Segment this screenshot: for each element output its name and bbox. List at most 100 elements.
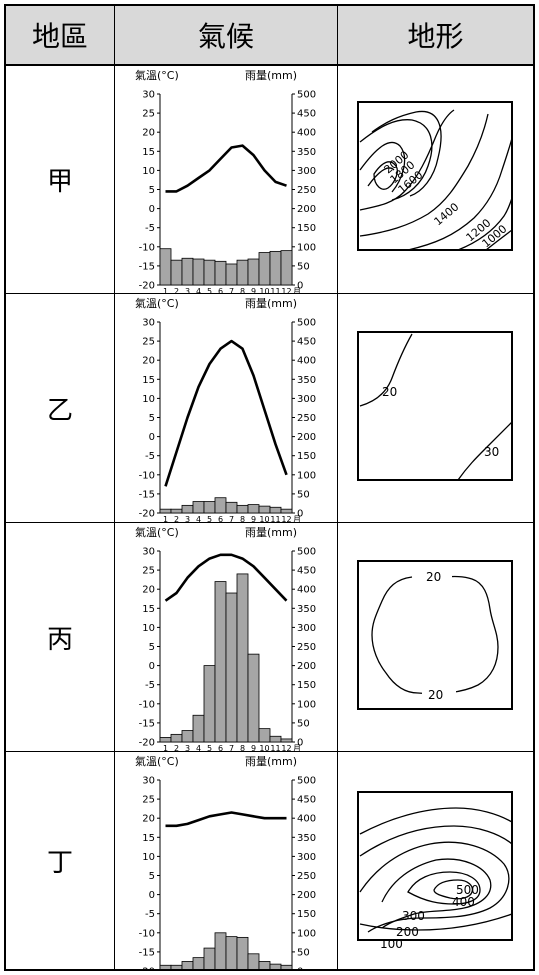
rain-axis-label: 雨量(mm): [245, 69, 297, 82]
temp-tick-label: 0: [149, 661, 155, 672]
header-climate: 氣候: [115, 6, 338, 66]
temp-axis-label: 氣溫(°C): [135, 68, 179, 82]
temp-tick-label: -15: [139, 489, 155, 500]
temp-tick-label: -20: [139, 281, 155, 292]
header-region: 地區: [6, 6, 115, 66]
rainfall-bar: [248, 505, 259, 513]
rainfall-bar: [281, 739, 292, 742]
rainfall-bar: [226, 937, 237, 969]
month-label: 12: [281, 287, 291, 294]
rain-tick-label: 50: [297, 261, 310, 272]
temp-axis-label: 氣溫(°C): [135, 525, 179, 539]
rainfall-bar: [204, 260, 215, 285]
month-label: 1: [163, 744, 168, 752]
month-label: 3: [185, 515, 190, 523]
temp-tick-label: 10: [142, 852, 155, 863]
rainfall-bar: [171, 965, 182, 969]
month-label: 12: [281, 515, 291, 523]
month-label: 3: [185, 287, 190, 294]
rainfall-bar: [226, 264, 237, 285]
rain-axis-label: 雨量(mm): [245, 526, 297, 539]
rainfall-bar: [160, 965, 171, 969]
month-label: 4: [196, 744, 201, 752]
rainfall-bar: [171, 509, 182, 513]
rain-tick-label: 100: [297, 242, 316, 253]
rain-tick-label: 500: [297, 90, 316, 101]
temp-tick-label: -10: [139, 242, 155, 253]
terrain-map-ding: 500 400 300 200 100: [338, 752, 533, 969]
temperature-line: [166, 341, 287, 486]
temp-tick-label: 15: [142, 147, 155, 158]
month-label: 5: [207, 744, 212, 752]
rainfall-bar: [215, 582, 226, 742]
region-label: 乙: [6, 294, 115, 523]
temp-axis-label: 氣溫(°C): [135, 296, 179, 310]
temp-tick-label: 25: [142, 109, 155, 120]
climate-terrain-table: 地區 氣候 地形 甲氣溫(°C) 雨量(mm) 30 25 20 15 10 5 0 -5 -10-…: [4, 4, 535, 971]
rainfall-bar: [259, 961, 270, 969]
temp-tick-label: -15: [139, 718, 155, 729]
temp-tick-label: 25: [142, 337, 155, 348]
rain-tick-label: 250: [297, 185, 316, 196]
rain-tick-label: 500: [297, 547, 316, 558]
rainfall-bar: [215, 498, 226, 513]
rainfall-bar: [226, 502, 237, 513]
rain-tick-label: 50: [297, 718, 310, 729]
rainfall-bar: [182, 258, 193, 285]
rain-tick-label: 300: [297, 394, 316, 405]
month-label: 8: [240, 287, 245, 294]
rain-tick-label: 0: [297, 967, 303, 970]
month-label: 2: [174, 744, 179, 752]
climograph-jia: 氣溫(°C) 雨量(mm)302520151050-5-10-15-2050045…: [115, 66, 338, 294]
temp-tick-label: -10: [139, 699, 155, 710]
rain-tick-label: 100: [297, 928, 316, 939]
month-label: 11: [270, 744, 280, 752]
rainfall-bar: [281, 509, 292, 513]
month-label: 2: [174, 515, 179, 523]
temperature-line: [166, 146, 287, 192]
rainfall-bar: [160, 509, 171, 513]
rainfall-bar: [182, 731, 193, 742]
contour-label: 20: [428, 688, 443, 702]
month-label: 7: [229, 744, 234, 752]
rainfall-bar: [204, 948, 215, 969]
rainfall-bar: [248, 954, 259, 969]
rain-tick-label: 400: [297, 814, 316, 825]
rain-tick-label: 450: [297, 337, 316, 348]
rainfall-bar: [259, 506, 270, 513]
rainfall-bar: [259, 253, 270, 285]
rainfall-bar: [259, 729, 270, 742]
temp-tick-label: 30: [142, 90, 155, 101]
rain-tick-label: 300: [297, 852, 316, 863]
rainfall-bar: [237, 260, 248, 285]
month-label: 7: [229, 287, 234, 294]
rain-tick-label: 200: [297, 661, 316, 672]
month-label: 8: [240, 744, 245, 752]
month-label: 10: [259, 287, 269, 294]
temp-tick-label: 5: [149, 185, 155, 196]
month-label: 9: [251, 744, 256, 752]
month-label: 2: [174, 287, 179, 294]
temp-tick-label: 30: [142, 318, 155, 329]
terrain-map-jia: 2000 1800 1600 1400 1200 1000: [338, 66, 533, 294]
rainfall-bar: [204, 502, 215, 513]
temp-tick-label: 0: [149, 204, 155, 215]
rainfall-bar: [237, 505, 248, 513]
contour-label: 30: [484, 445, 499, 459]
temp-tick-label: -20: [139, 738, 155, 749]
month-label: 5: [207, 287, 212, 294]
temp-tick-label: 10: [142, 623, 155, 634]
month-label: 6: [218, 287, 223, 294]
rainfall-bar: [182, 505, 193, 513]
rain-axis-label: 雨量(mm): [245, 297, 297, 310]
month-label: 1: [163, 515, 168, 523]
rainfall-bar: [215, 261, 226, 285]
month-label: 11: [270, 287, 280, 294]
rainfall-bar: [270, 736, 281, 742]
rain-tick-label: 300: [297, 166, 316, 177]
month-label: 8: [240, 515, 245, 523]
rain-tick-label: 200: [297, 432, 316, 443]
rainfall-bar: [204, 666, 215, 742]
temp-tick-label: 20: [142, 128, 155, 139]
rain-tick-label: 350: [297, 147, 316, 158]
